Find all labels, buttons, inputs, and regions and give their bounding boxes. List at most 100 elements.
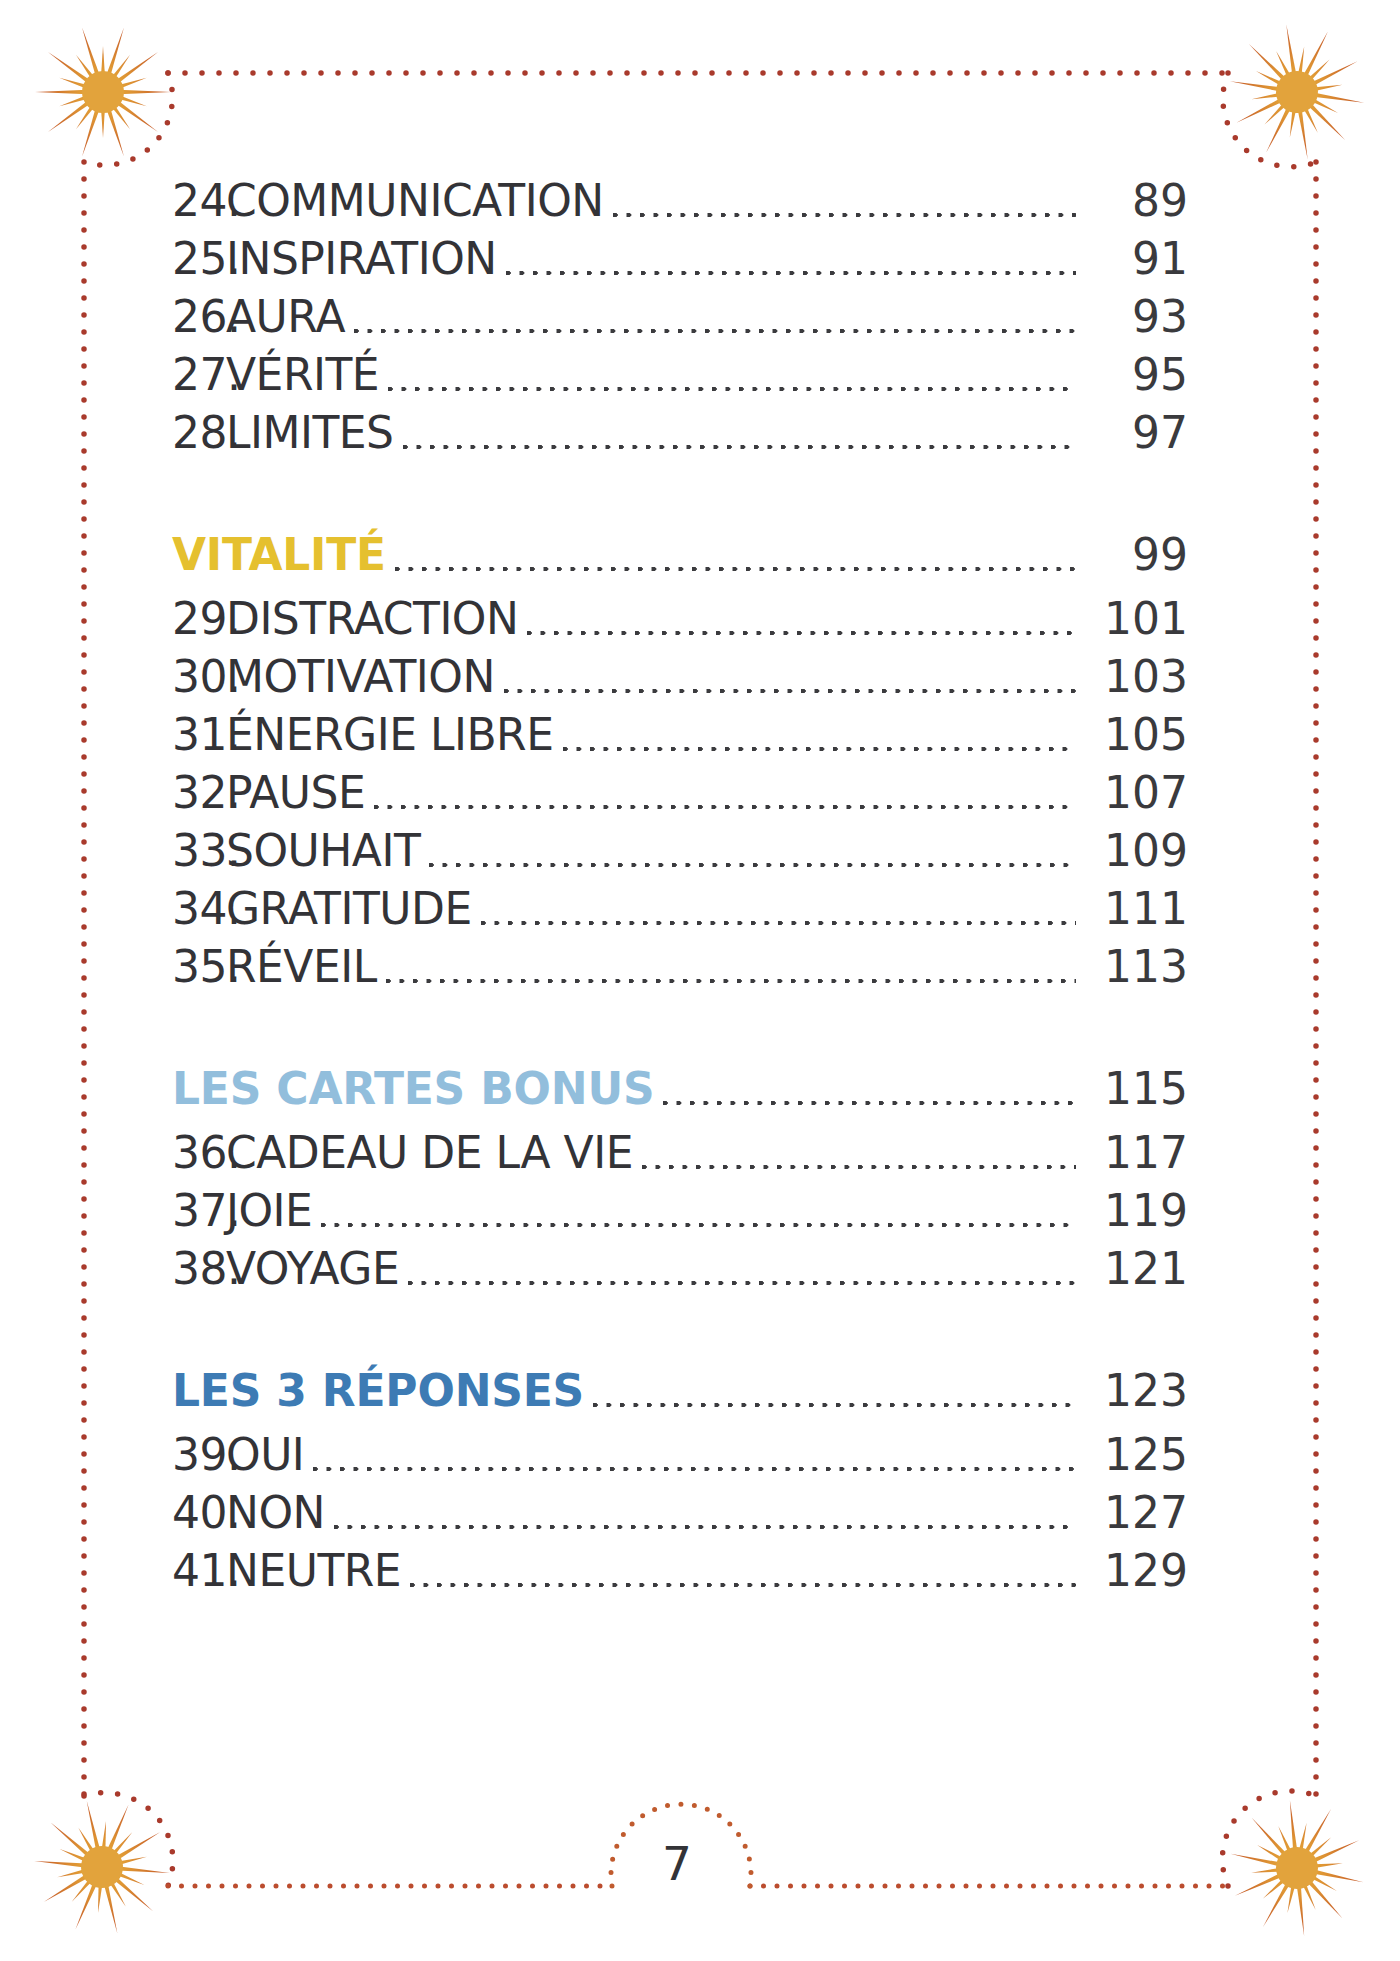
leader-dots xyxy=(354,329,1076,333)
section-header-label: LES CARTES BONUS xyxy=(172,1063,654,1114)
toc-entry: 35. RÉVEIL 113 xyxy=(172,937,1188,995)
leader-dots xyxy=(593,1403,1076,1407)
entry-label: VÉRITÉ xyxy=(226,349,379,400)
toc-entry: 41. NEUTRE 129 xyxy=(172,1541,1188,1599)
toc-entry: 26. AURA 93 xyxy=(172,287,1188,345)
entry-page-number: 115 xyxy=(1088,1063,1188,1114)
entry-page-number: 119 xyxy=(1088,1185,1188,1236)
entry-number: 29. xyxy=(172,593,226,644)
entry-page-number: 103 xyxy=(1088,651,1188,702)
entry-page-number: 101 xyxy=(1088,593,1188,644)
entry-number: 34. xyxy=(172,883,226,934)
leader-dots xyxy=(334,1525,1076,1529)
toc-section-header: LES CARTES BONUS 115 xyxy=(172,1059,1188,1117)
entry-number: 24. xyxy=(172,175,226,226)
entry-label: MOTIVATION xyxy=(226,651,495,702)
leader-dots xyxy=(313,1467,1076,1471)
entry-label: AURA xyxy=(226,291,345,342)
toc-entry: 38. VOYAGE 121 xyxy=(172,1239,1188,1297)
leader-dots xyxy=(642,1165,1076,1169)
entry-label: PAUSE xyxy=(226,767,365,818)
toc-section-header: LES 3 RÉPONSES 123 xyxy=(172,1361,1188,1419)
entry-label: OUI xyxy=(226,1429,304,1480)
page-folio-number: 7 xyxy=(647,1836,707,1891)
entry-label: NEUTRE xyxy=(226,1545,401,1596)
entry-number: 33. xyxy=(172,825,226,876)
entry-number: 39. xyxy=(172,1429,226,1480)
leader-dots xyxy=(504,689,1076,693)
starburst-icon xyxy=(1220,17,1375,167)
book-page: { "page": { "folio": "7" }, "icons": { "… xyxy=(0,0,1400,1961)
entry-page-number: 117 xyxy=(1088,1127,1188,1178)
toc-entry: 24. COMMUNICATION 89 xyxy=(172,171,1188,229)
leader-dots xyxy=(481,921,1076,925)
leader-dots xyxy=(395,567,1076,571)
entry-label: SOUHAIT xyxy=(226,825,420,876)
toc-section-cartes-bonus: LES CARTES BONUS 115 36. CADEAU DE LA VI… xyxy=(172,1059,1188,1297)
entry-page-number: 129 xyxy=(1088,1545,1188,1596)
table-of-contents: 24. COMMUNICATION 89 25. INSPIRATION 91 … xyxy=(172,171,1188,1599)
leader-dots xyxy=(408,1281,1076,1285)
toc-entry: 25. INSPIRATION 91 xyxy=(172,229,1188,287)
entry-page-number: 97 xyxy=(1088,407,1188,458)
entry-page-number: 91 xyxy=(1088,233,1188,284)
starburst-icon xyxy=(1217,1790,1377,1946)
entry-page-number: 93 xyxy=(1088,291,1188,342)
starburst-icon xyxy=(35,27,171,158)
leader-dots xyxy=(527,631,1076,635)
toc-entry: 31. ÉNERGIE LIBRE 105 xyxy=(172,705,1188,763)
leader-dots xyxy=(613,213,1076,217)
entry-number: 31. xyxy=(172,709,226,760)
entry-number: 38. xyxy=(172,1243,226,1294)
entry-number: 30. xyxy=(172,651,226,702)
toc-entry: 37. JOIE 119 xyxy=(172,1181,1188,1239)
leader-dots xyxy=(563,747,1077,751)
entry-label: ÉNERGIE LIBRE xyxy=(226,709,554,760)
leader-dots xyxy=(321,1223,1076,1227)
toc-entry: 34. GRATITUDE 111 xyxy=(172,879,1188,937)
entry-number: 32. xyxy=(172,767,226,818)
entry-number: 36. xyxy=(172,1127,226,1178)
entry-page-number: 113 xyxy=(1088,941,1188,992)
entry-label: NON xyxy=(226,1487,325,1538)
entry-page-number: 111 xyxy=(1088,883,1188,934)
entry-label: JOIE xyxy=(226,1185,312,1236)
toc-entry: 29. DISTRACTION 101 xyxy=(172,589,1188,647)
toc-entry: 36. CADEAU DE LA VIE 117 xyxy=(172,1123,1188,1181)
leader-dots xyxy=(663,1101,1076,1105)
starburst-icon xyxy=(29,1796,176,1938)
entry-page-number: 127 xyxy=(1088,1487,1188,1538)
leader-dots xyxy=(388,387,1076,391)
entry-page-number: 95 xyxy=(1088,349,1188,400)
entry-number: 25. xyxy=(172,233,226,284)
leader-dots xyxy=(374,805,1076,809)
section-header-label: LES 3 RÉPONSES xyxy=(172,1365,584,1416)
toc-entry: 39. OUI 125 xyxy=(172,1425,1188,1483)
leader-dots xyxy=(410,1583,1076,1587)
section-header-label: VITALITÉ xyxy=(172,529,386,580)
entry-number: 40. xyxy=(172,1487,226,1538)
toc-entry: 28. LIMITES 97 xyxy=(172,403,1188,461)
entry-number: 26. xyxy=(172,291,226,342)
toc-section-vitalite: VITALITÉ 99 29. DISTRACTION 101 30. MOTI… xyxy=(172,525,1188,995)
leader-dots xyxy=(429,863,1076,867)
leader-dots xyxy=(506,271,1076,275)
entry-label: CADEAU DE LA VIE xyxy=(226,1127,633,1178)
entry-page-number: 99 xyxy=(1088,529,1188,580)
toc-entry: 32. PAUSE 107 xyxy=(172,763,1188,821)
entry-label: LIMITES xyxy=(226,407,394,458)
entry-page-number: 123 xyxy=(1088,1365,1188,1416)
entry-number: 37. xyxy=(172,1185,226,1236)
toc-entry: 30. MOTIVATION 103 xyxy=(172,647,1188,705)
entry-label: RÉVEIL xyxy=(226,941,377,992)
entry-label: DISTRACTION xyxy=(226,593,518,644)
toc-entry: 40. NON 127 xyxy=(172,1483,1188,1541)
toc-entry: 33. SOUHAIT 109 xyxy=(172,821,1188,879)
entry-page-number: 105 xyxy=(1088,709,1188,760)
toc-section: 24. COMMUNICATION 89 25. INSPIRATION 91 … xyxy=(172,171,1188,461)
entry-label: GRATITUDE xyxy=(226,883,472,934)
toc-section-header: VITALITÉ 99 xyxy=(172,525,1188,583)
entry-label: INSPIRATION xyxy=(226,233,497,284)
entry-number: 41. xyxy=(172,1545,226,1596)
entry-number: 28. xyxy=(172,407,226,458)
